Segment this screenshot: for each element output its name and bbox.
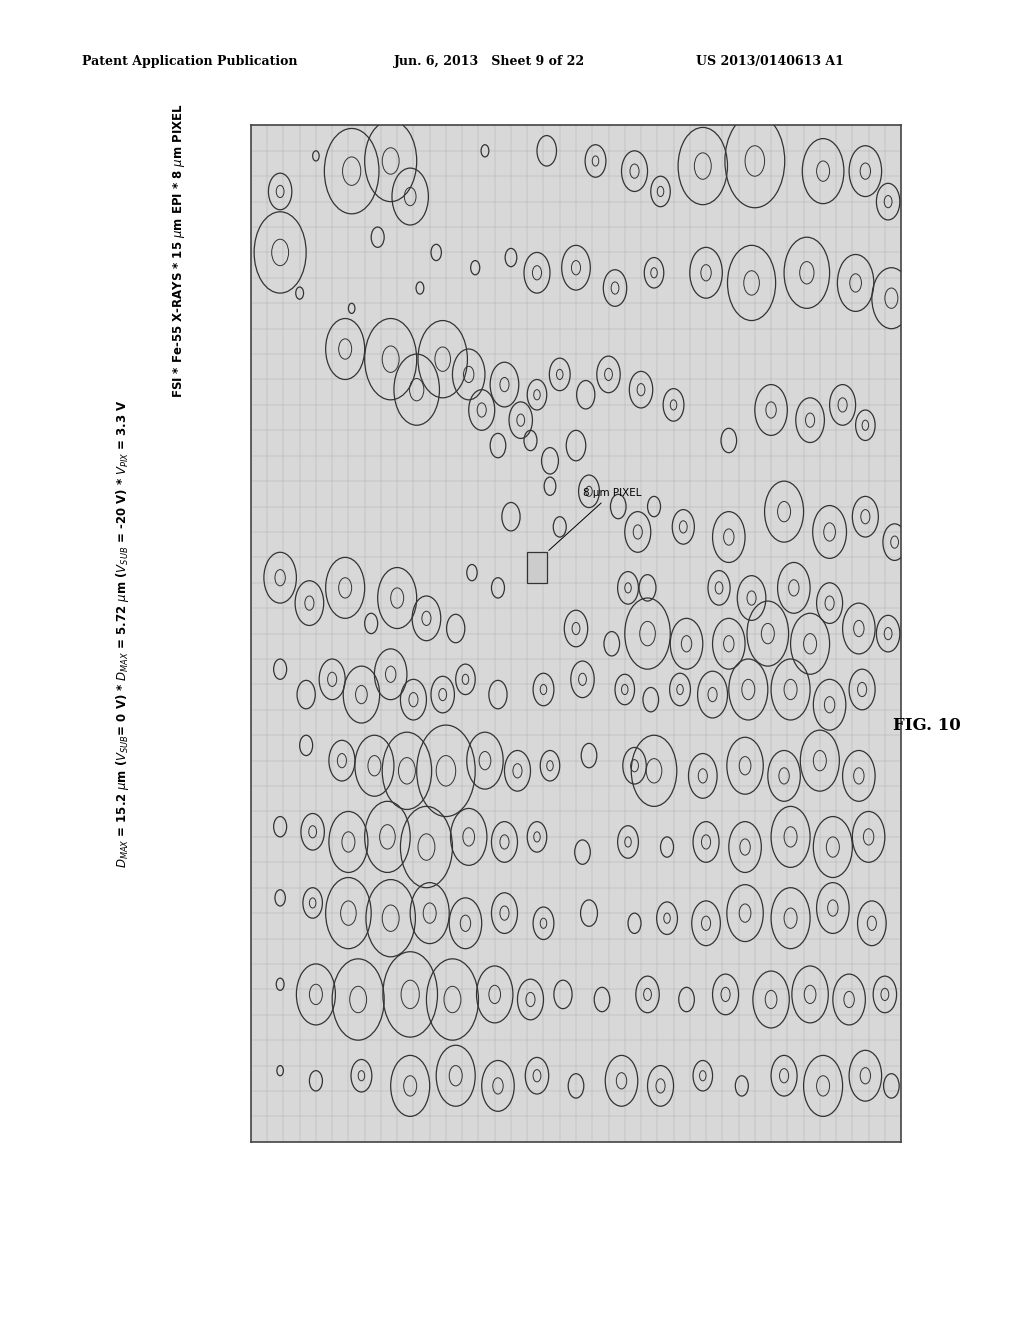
Text: US 2013/0140613 A1: US 2013/0140613 A1 xyxy=(696,55,844,69)
Text: Patent Application Publication: Patent Application Publication xyxy=(82,55,297,69)
Text: $D_{MAX}$ = 15.2 $\mu$m ($V_{SUB}$= 0 V) * $D_{MAX}$ = 5.72 $\mu$m ($V_{SUB}$ = : $D_{MAX}$ = 15.2 $\mu$m ($V_{SUB}$= 0 V)… xyxy=(115,399,131,869)
Text: Jun. 6, 2013   Sheet 9 of 22: Jun. 6, 2013 Sheet 9 of 22 xyxy=(394,55,586,69)
Text: 8 μm PIXEL: 8 μm PIXEL xyxy=(549,488,641,550)
Bar xyxy=(527,552,547,583)
Text: FIG. 10: FIG. 10 xyxy=(893,718,961,734)
Text: FSI * Fe-55 X-RAYS * 15 $\mu$m EPI * 8 $\mu$m PIXEL: FSI * Fe-55 X-RAYS * 15 $\mu$m EPI * 8 $… xyxy=(171,103,187,399)
